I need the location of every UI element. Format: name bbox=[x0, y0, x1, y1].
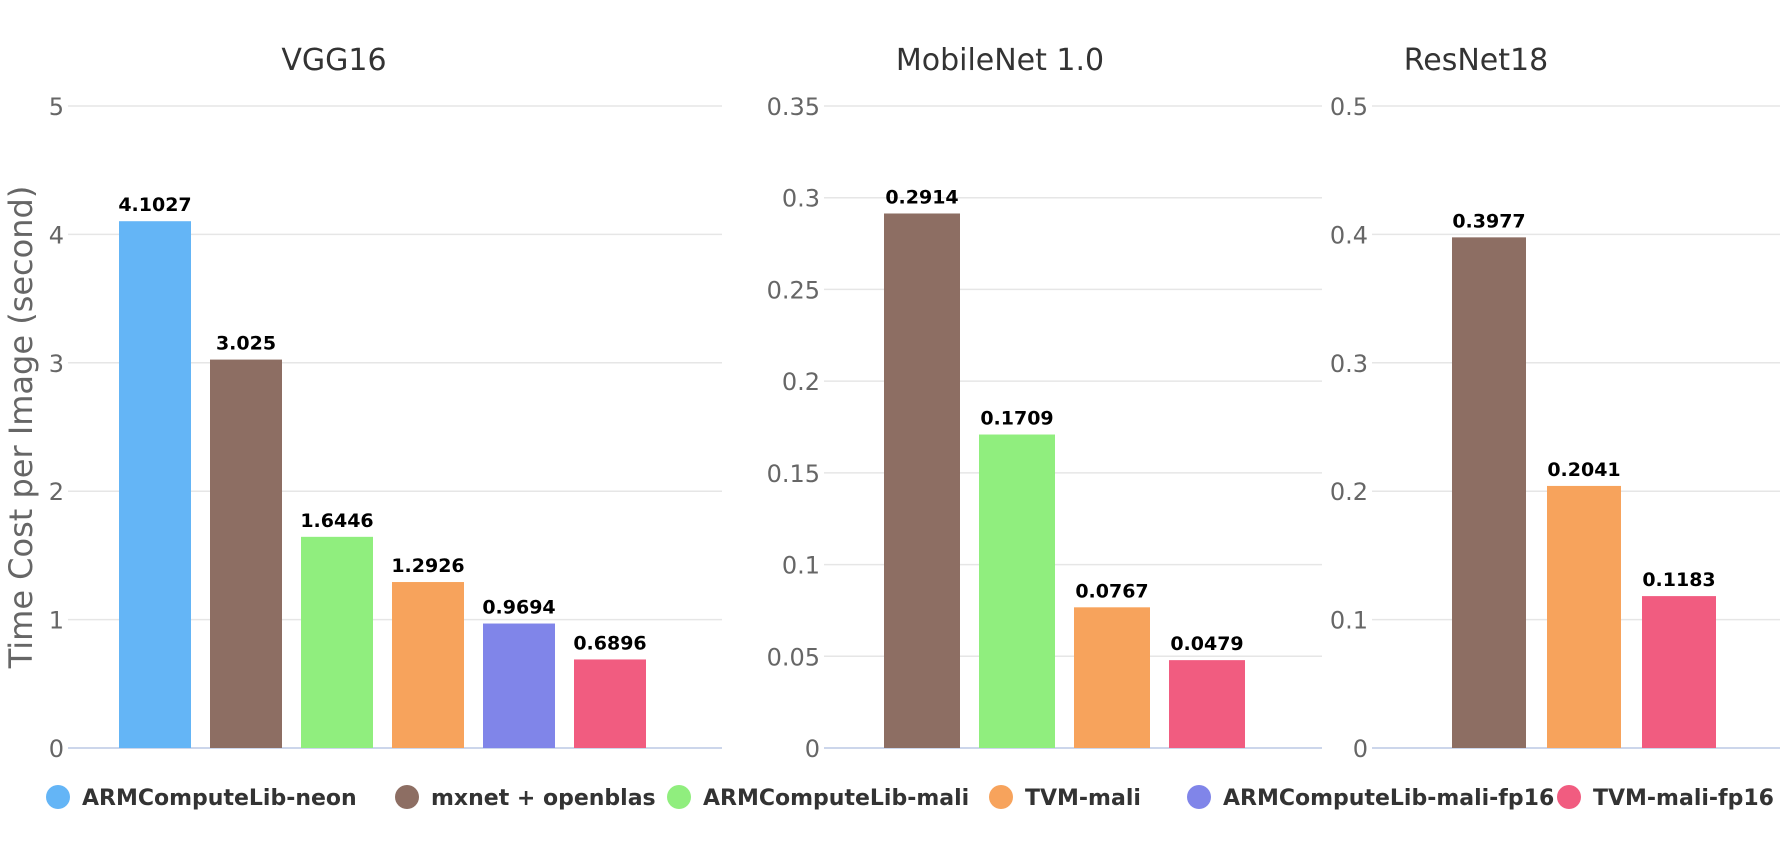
legend-marker bbox=[1187, 785, 1211, 809]
data-label: 0.1709 bbox=[980, 408, 1053, 430]
panel-title: MobileNet 1.0 bbox=[896, 43, 1104, 78]
bar bbox=[301, 536, 373, 748]
y-tick-label: 2 bbox=[49, 478, 64, 506]
data-label: 0.0479 bbox=[1170, 633, 1243, 655]
legend-label: ARMComputeLib-mali bbox=[703, 786, 969, 811]
bar bbox=[884, 213, 960, 748]
y-tick-label: 0.2 bbox=[782, 368, 820, 396]
legend-marker bbox=[395, 785, 419, 809]
y-tick-label: 0 bbox=[1353, 735, 1368, 763]
bar bbox=[1642, 596, 1716, 748]
data-label: 4.1027 bbox=[118, 194, 191, 216]
data-label: 1.2926 bbox=[391, 555, 464, 577]
bar bbox=[119, 221, 191, 748]
y-tick-label: 0.1 bbox=[782, 552, 820, 580]
legend-label: ARMComputeLib-neon bbox=[82, 786, 357, 811]
y-tick-label: 4 bbox=[49, 221, 64, 249]
data-label: 0.2914 bbox=[885, 186, 958, 208]
legend-marker bbox=[667, 785, 691, 809]
data-label: 0.3977 bbox=[1452, 210, 1525, 232]
bar bbox=[210, 359, 282, 748]
y-tick-label: 0.25 bbox=[767, 276, 820, 304]
y-tick-label: 0.4 bbox=[1330, 221, 1368, 249]
y-tick-label: 0 bbox=[49, 735, 64, 763]
legend-label: ARMComputeLib-mali-fp16 bbox=[1223, 786, 1554, 811]
legend-marker bbox=[1557, 785, 1581, 809]
bar bbox=[1452, 237, 1526, 748]
y-tick-label: 5 bbox=[49, 93, 64, 121]
bar bbox=[483, 623, 555, 748]
legend-label: TVM-mali bbox=[1025, 786, 1141, 811]
data-label: 0.1183 bbox=[1642, 569, 1715, 591]
y-tick-label: 0.3 bbox=[1330, 350, 1368, 378]
y-tick-label: 1 bbox=[49, 607, 64, 635]
bar bbox=[979, 434, 1055, 748]
y-tick-label: 3 bbox=[49, 350, 64, 378]
y-tick-label: 0.05 bbox=[767, 643, 820, 671]
bar bbox=[1169, 660, 1245, 748]
data-label: 0.0767 bbox=[1075, 580, 1148, 602]
data-label: 1.6446 bbox=[300, 510, 373, 532]
bar bbox=[392, 582, 464, 748]
y-tick-label: 0.15 bbox=[767, 460, 820, 488]
data-label: 0.9694 bbox=[482, 597, 555, 619]
y-tick-label: 0.3 bbox=[782, 185, 820, 213]
y-tick-label: 0.1 bbox=[1330, 607, 1368, 635]
legend-marker bbox=[989, 785, 1013, 809]
data-label: 0.6896 bbox=[573, 632, 646, 654]
y-tick-label: 0 bbox=[805, 735, 820, 763]
data-label: 3.025 bbox=[216, 333, 276, 355]
panel-title: VGG16 bbox=[281, 43, 386, 78]
data-label: 0.2041 bbox=[1547, 459, 1620, 481]
y-tick-label: 0.5 bbox=[1330, 93, 1368, 121]
panel-title: ResNet18 bbox=[1404, 43, 1548, 78]
y-tick-label: 0.35 bbox=[767, 93, 820, 121]
bar bbox=[1074, 607, 1150, 748]
y-tick-label: 0.2 bbox=[1330, 478, 1368, 506]
bar bbox=[574, 659, 646, 748]
y-axis-title: Time Cost per Image (second) bbox=[2, 186, 40, 670]
legend-label: mxnet + openblas bbox=[431, 786, 656, 811]
legend-label: TVM-mali-fp16 bbox=[1593, 786, 1774, 811]
legend-marker bbox=[46, 785, 70, 809]
bar bbox=[1547, 485, 1621, 748]
